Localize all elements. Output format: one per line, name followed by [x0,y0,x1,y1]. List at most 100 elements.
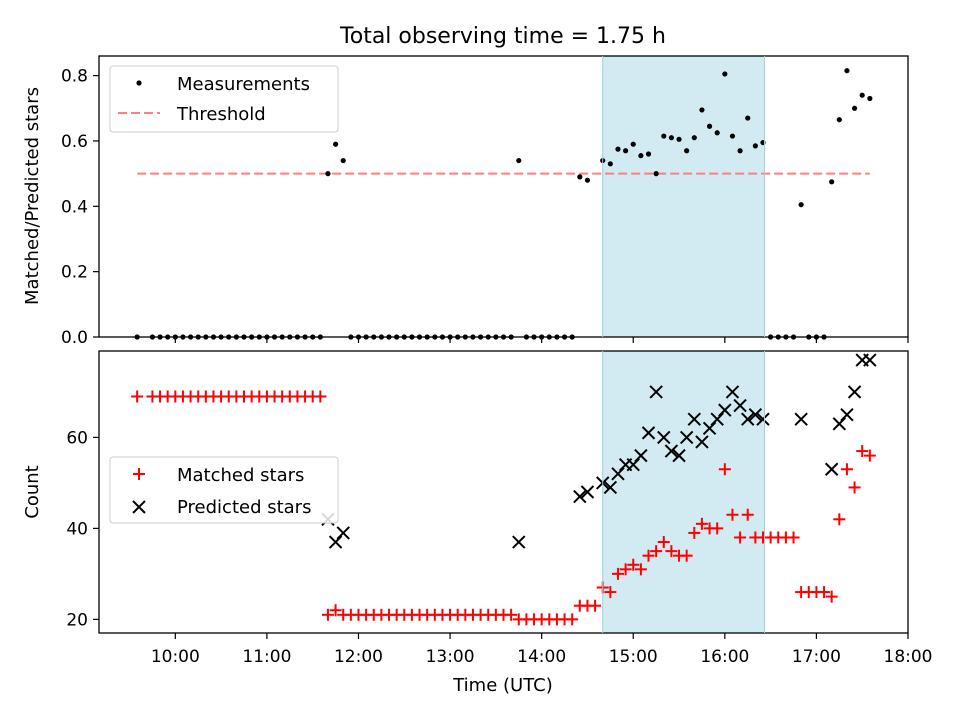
measurement-point [829,179,835,185]
predicted-star-point [847,385,862,399]
bottom-shaded-interval [602,351,765,633]
x-diag-b [328,535,343,549]
x-diag-b [626,458,640,472]
x-diag-b [840,407,854,422]
x-diag-b [741,412,755,426]
matched-star-point [627,558,640,571]
measurement-point [584,177,591,183]
matched-star-point [818,586,831,599]
y-tick-label: 20 [66,610,88,630]
x-diag-b [664,444,679,458]
measurement-point [645,151,652,157]
x-tick-label: 11:00 [242,647,291,667]
matched-star-point [634,563,647,576]
predicted-star-point [580,485,595,499]
matched-star-point [566,613,579,626]
predicted-star-point [718,403,732,417]
x-diag-b [573,489,587,504]
x-diag-b [794,412,808,426]
measurement-point [836,117,842,123]
x-diag-b [748,407,763,422]
predicted-star-point [725,385,740,399]
predicted-star-point [748,407,763,422]
top-legend: Measurements Threshold [109,65,339,133]
measurement-point [325,171,331,177]
matched-star-point [329,604,342,617]
x-tick-label: 17:00 [792,647,841,667]
x-diag-b [603,480,618,495]
measurement-point [722,71,728,77]
x-diag-b [824,462,839,476]
legend-matched-marker [133,468,145,480]
y-tick-label: 0.8 [61,67,88,87]
measurement-point [340,157,346,164]
matched-star-point [657,536,670,549]
x-diag-b [657,430,671,445]
measurement-point [623,148,629,154]
bottom-x-axis-label: Time (UTC) [452,675,553,696]
predicted-star-point [840,407,854,422]
measurement-point [798,202,804,208]
matched-star-point [695,517,708,530]
predicted-star-point [573,489,587,504]
top-legend-box [109,65,339,133]
predicted-star-point [710,412,724,426]
matched-star-point [589,599,602,612]
predicted-star-point [641,426,656,440]
measurement-point [607,161,613,167]
matched-star-point [726,508,739,521]
matched-star-point [604,586,617,599]
x-diag-b [863,353,877,367]
measurement-point [859,92,865,98]
measurement-point [851,105,858,111]
x-diag-b [695,435,709,449]
predicted-star-point [733,398,747,413]
x-tick-label: 10:00 [151,647,200,667]
matched-star-point [505,608,518,621]
predicted-star-point [649,385,663,399]
predicted-star-point [611,467,625,481]
measurement-point [577,174,583,180]
measurement-point [691,135,697,141]
top-y-axis: 0.0 0.2 0.4 0.6 0.8 [61,67,99,348]
x-diag-b [512,535,526,549]
top-y-axis-label: Matched/Predicted stars [22,87,43,305]
matched-star-point [321,608,334,621]
top-chart-title: Total observing time = 1.75 h [339,24,666,49]
x-diag-b [687,412,702,426]
x-tick-label: 18:00 [884,647,933,667]
predicted-star-point [832,417,847,431]
y-tick-label: 0.4 [61,197,88,217]
measurement-point [729,133,736,139]
measurement-point [668,135,675,141]
measurement-point [676,136,682,142]
matched-star-point [833,513,846,526]
predicted-star-point [687,412,702,426]
legend-predicted-label: Predicted stars [177,497,311,518]
predicted-star-point [741,412,755,426]
matched-star-point [711,522,724,535]
predicted-star-point [626,458,640,472]
matched-star-point [825,590,838,603]
legend-predicted-marker [132,500,146,514]
predicted-star-point [634,448,648,463]
matched-star-point [611,567,624,580]
predicted-star-point [328,535,343,549]
matched-star-point [688,526,701,539]
matched-star-point [131,390,144,403]
predicted-star-point [603,480,618,495]
x-diag-b [718,403,732,417]
measurement-point [638,153,644,159]
measurement-point [867,95,873,102]
predicted-star-point [702,421,717,436]
measurement-point [332,141,339,147]
matched-star-point [840,463,853,476]
predicted-star-point [336,526,350,540]
measurement-point [653,171,659,177]
y-tick-label: 0.2 [61,263,88,283]
matched-star-point [787,531,800,544]
matched-star-point [863,449,876,462]
predicted-star-point [664,444,679,458]
matched-star-point [665,545,678,558]
bottom-x-axis: 10:00 11:00 12:00 13:00 14:00 15:00 16:00 17:00… [151,633,933,667]
